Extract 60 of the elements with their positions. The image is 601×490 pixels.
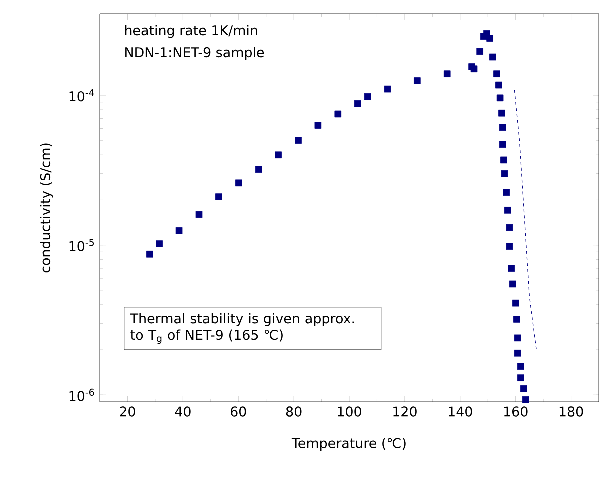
annotation: heating rate 1K/min [125,25,258,38]
point [414,78,421,84]
y-tick-label: 10$^{-6}$ [70,388,94,402]
point [216,194,222,200]
point [384,86,392,93]
x-tick-label: 160 [504,406,528,417]
point [514,334,522,342]
point [506,243,514,250]
point [514,350,522,357]
point [498,110,506,117]
point [196,211,203,218]
annotation: NDN-1:NET-9 sample [126,47,264,60]
x-tick-label: 80 [286,406,302,417]
y-axis-title: conductivity (S/cm) [40,144,54,273]
point [520,386,528,392]
point [496,94,504,102]
point [494,70,500,78]
x-tick-label: 180 [560,406,584,417]
x-tick-label: 20 [120,406,136,417]
point [354,100,362,108]
point [156,240,164,248]
point [501,170,508,178]
x-tick-label: 60 [231,406,246,417]
point [444,70,451,78]
point [506,224,514,232]
point [503,189,510,196]
point [499,124,506,132]
point [314,122,322,129]
point [496,82,502,89]
point [512,300,520,307]
x-tick-label: 40 [175,406,191,417]
point [334,110,342,118]
point [255,166,262,174]
annotation: Thermal stability is given approx. to T$_{g}$ of NET-9 (165 ℃) [130,313,354,344]
point [470,66,478,73]
point [489,54,496,61]
y-tick-label: 10$^{-5}$ [70,239,94,252]
point [476,48,484,56]
point [146,250,154,258]
point [517,363,524,370]
point [235,180,242,187]
x-tick-label: 140 [449,406,472,417]
point [295,137,302,144]
x-tick-label: 100 [338,406,362,417]
point [499,141,506,148]
line-series [514,90,537,350]
point [509,280,516,288]
point [508,265,516,272]
point [514,316,520,323]
point [522,396,530,404]
point [504,207,512,214]
point [517,374,524,382]
point [500,156,508,164]
point [486,35,494,42]
x-axis-title: Temperature (℃) [292,438,406,452]
x-tick-label: 120 [394,406,417,417]
point [364,93,372,100]
y-tick-label: 10$^{-4}$ [70,89,94,102]
point [176,227,183,234]
point [275,152,282,159]
